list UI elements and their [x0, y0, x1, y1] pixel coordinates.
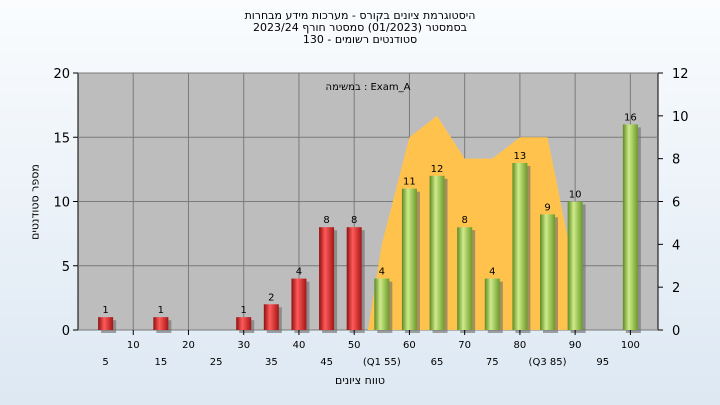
- y-tick-label: 10: [53, 196, 70, 211]
- bar: [319, 227, 335, 330]
- x-axis-title: טווח ציונים: [335, 374, 385, 387]
- y2-tick-label: 2: [672, 281, 680, 296]
- x-tick-label: 45: [320, 357, 333, 368]
- bar-value-label: 13: [514, 151, 527, 162]
- y2-tick-label: 8: [672, 153, 680, 168]
- y2-tick-label: 10: [672, 110, 689, 125]
- y2-tick-label: 6: [672, 196, 680, 211]
- bar: [540, 214, 556, 330]
- x-tick-label: 70: [458, 340, 471, 351]
- y-tick-label: 5: [62, 260, 70, 275]
- bar-value-label: 1: [158, 305, 164, 316]
- bar-value-label: 4: [489, 267, 495, 278]
- y2-tick-label: 4: [672, 238, 680, 253]
- bar: [291, 278, 307, 330]
- bar-value-label: 4: [296, 267, 302, 278]
- bar: [512, 162, 528, 330]
- x-tick-label: 35: [265, 357, 278, 368]
- bar-value-label: 12: [431, 164, 444, 175]
- x-tick-label: 25: [210, 357, 223, 368]
- bar-value-label: 16: [624, 112, 637, 123]
- x-tick-label: 80: [514, 340, 527, 351]
- x-tick-label: 95: [596, 357, 609, 368]
- x-tick-label: 60: [403, 340, 416, 351]
- chart-annotation: במשימה : Exam_A: [326, 82, 411, 93]
- x-tick-label: 30: [237, 340, 250, 351]
- bar-value-label: 8: [323, 215, 329, 226]
- title-line-3: סטודנטים רשומים - 130: [302, 33, 418, 46]
- y-axis-title: מספר סטודנטים: [28, 164, 42, 240]
- x-tick-label: 75: [486, 357, 499, 368]
- chart-title: היסטוגרמת ציונים בקורס - מערכות מידע מבח…: [0, 10, 720, 46]
- bar-value-label: 10: [569, 190, 582, 201]
- x-tick-label: 15: [154, 357, 167, 368]
- bar: [98, 317, 114, 330]
- x-tick-label: 90: [569, 340, 582, 351]
- x-tick-label: 65: [431, 357, 444, 368]
- bar: [236, 317, 252, 330]
- bar: [346, 227, 362, 330]
- bar: [622, 124, 638, 331]
- bar: [457, 227, 473, 330]
- y2-tick-label: 12: [672, 67, 689, 82]
- x-tick-label: 40: [293, 340, 306, 351]
- bar: [263, 304, 279, 330]
- title-line-1: היסטוגרמת ציונים בקורס - מערכות מידע מבח…: [244, 9, 476, 22]
- bar-value-label: 9: [544, 202, 550, 213]
- bar: [484, 278, 500, 330]
- bar: [567, 201, 583, 330]
- bar-value-label: 4: [379, 267, 385, 278]
- bar-value-label: 2: [268, 292, 274, 303]
- x-tick-label: (Q1 55): [363, 357, 401, 368]
- x-tick-label: 5: [102, 357, 108, 368]
- x-tick-label: (Q3 85): [529, 357, 567, 368]
- bar: [401, 188, 417, 330]
- x-tick-label: 20: [182, 340, 195, 351]
- bar: [429, 175, 445, 330]
- y-tick-label: 15: [53, 131, 70, 146]
- y-tick-label: 0: [62, 324, 70, 339]
- y-tick-label: 20: [53, 67, 70, 82]
- bar-value-label: 1: [241, 305, 247, 316]
- bar: [374, 278, 390, 330]
- bar-value-label: 1: [102, 305, 108, 316]
- bar-value-label: 11: [403, 177, 416, 188]
- bar-value-label: 8: [461, 215, 467, 226]
- y2-tick-label: 0: [672, 324, 680, 339]
- x-tick-label: 50: [348, 340, 361, 351]
- x-tick-label: 10: [127, 340, 140, 351]
- title-line-2: בסמסטר (01/2023) סמסטר חורף 2023/24: [253, 21, 467, 34]
- bar-value-label: 8: [351, 215, 357, 226]
- bars: [98, 124, 641, 334]
- bar: [153, 317, 169, 330]
- x-tick-label: 100: [621, 340, 640, 351]
